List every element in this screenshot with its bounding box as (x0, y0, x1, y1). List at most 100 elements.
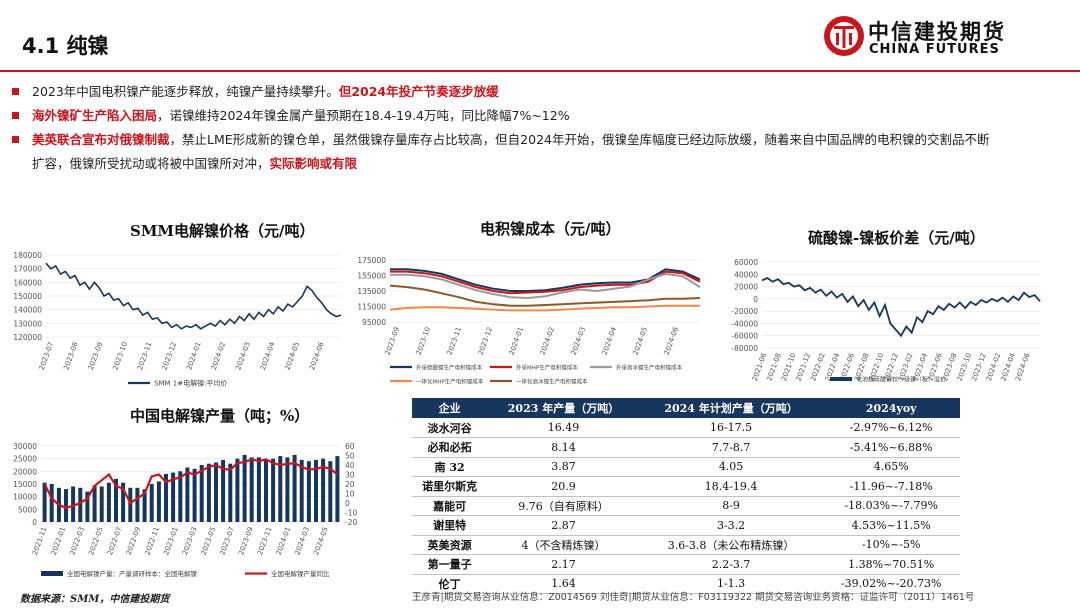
table-cell: 9.76（自有原料） (487, 496, 640, 516)
table-header-row: 企业 2023 年产量（万吨） 2024 年计划产量（万吨） 2024yoy (412, 398, 960, 418)
bar (156, 481, 161, 522)
table-cell: 1-1.3 (639, 574, 823, 594)
bar (235, 458, 240, 522)
bullet-1-highlight: 但2024年投产节奏逐步放缓 (338, 84, 499, 99)
y-right-tick-label: 30 (345, 471, 355, 480)
x-tick-label: 2023-09 (87, 341, 105, 371)
y-tick-label: -80000 (731, 344, 758, 353)
bar (135, 487, 140, 522)
x-tick-label: 2024-02 (539, 326, 557, 356)
table-cell: 4.65% (822, 457, 960, 477)
bullet-3-highlight: 美英联合宣布对俄镍制裁 (32, 132, 170, 147)
y-tick-label: 0 (753, 295, 758, 304)
bar (278, 456, 283, 522)
nickel-price-chart: 180000 170000 160000 150000 140000 130000 1200… (13, 251, 342, 388)
table-cell: 3.6-3.8（未公布精炼镍） (639, 535, 823, 555)
bar (214, 462, 218, 522)
y-tick-label: 15000 (13, 480, 37, 489)
x-tick-label: 2024-04 (259, 340, 277, 371)
legend-label: 电池级硫酸镍较一级镍（板）溢价 (856, 376, 946, 384)
table-cell: 7.7-8.7 (639, 437, 823, 458)
company-name: 必和必拓 (412, 437, 488, 458)
company-name: 淡水河谷 (412, 418, 488, 438)
bar (85, 491, 90, 522)
bar (335, 456, 340, 522)
y-tick-label: 10000 (13, 493, 37, 502)
bar (192, 468, 197, 522)
table-header: 2023 年产量（万吨） (487, 398, 640, 418)
bar (328, 461, 333, 522)
bar (128, 487, 133, 522)
x-tick-label: 2024-01 (508, 326, 526, 356)
bullet-1: 2023年中国电积镍产能逐步释放，纯镍产量持续攀升。但2024年投产节奏逐步放缓 (10, 80, 1070, 104)
chart-title-sulfate-spread: 硫酸镍-镍板价差（元/吨） (808, 229, 985, 247)
x-tick-label: 2022-01 (50, 526, 68, 556)
table-header: 2024yoy (822, 398, 960, 418)
bar (78, 487, 83, 522)
x-tick-label: 2022-09 (125, 526, 143, 556)
x-tick-label: 2024-06 (308, 340, 326, 371)
table-cell: -11.96~-7.18% (822, 476, 960, 497)
x-tick-label: 2023-07 (38, 341, 56, 371)
y-tick-label: 150000 (13, 292, 42, 301)
bar (299, 459, 304, 522)
header: 4.1 纯镍 中信建投期货 CHINA FUTURES (0, 0, 1080, 70)
y-tick-label: 20000 (13, 467, 37, 476)
bar (314, 459, 318, 522)
legend-swatch (41, 571, 63, 576)
table-cell: 1.38%~70.51% (822, 554, 960, 575)
legend-label: 外采硫酸镍生产电积镍成本 (416, 364, 483, 372)
legend-label: 全国电解镍产量：产量调研样本：全国电解镍 (67, 569, 198, 578)
y-tick-label: -40000 (731, 319, 758, 328)
bullet-3: 美英联合宣布对俄镍制裁，禁止LME形成新的镍仓单，虽然俄镍存量库存占比较高，但自… (10, 128, 1070, 152)
header-rule (0, 70, 1080, 72)
x-tick-label: 2023-11 (136, 341, 154, 371)
logo-text-cn: 中信建投期货 (868, 20, 1006, 44)
y-tick-label: 0 (32, 518, 37, 527)
bar (171, 472, 176, 522)
x-tick-label: 2023-08 (62, 341, 80, 371)
x-tick-label: 2024-04 (601, 325, 619, 356)
table-cell: -10%~-5% (822, 535, 960, 555)
table-cell: 2.2-3.7 (639, 554, 823, 575)
x-tick-label: 2024-03 (570, 326, 588, 356)
table-row: 淡水河谷 16.49 16-17.5 -2.97%~6.12% (412, 418, 960, 438)
table-row: 诺里尔斯克 20.9 18.4-19.4 -11.96~-7.18% (412, 476, 960, 497)
table-cell: -5.41%~6.88% (822, 437, 960, 458)
logo-text-en: CHINA FUTURES (869, 42, 1000, 57)
y-right-tick-label: 60 (345, 442, 355, 451)
table-cell: 4（不含精炼镍） (487, 535, 640, 555)
x-tick-label: 2023-09 (237, 526, 255, 556)
table-cell: 2.87 (487, 515, 640, 536)
table-cell: -2.97%~6.12% (822, 418, 960, 438)
series-line (390, 272, 701, 300)
x-tick-label: 2024-05 (312, 526, 330, 556)
x-tick-label: 2024-01 (275, 526, 293, 556)
production-chart: 3000025000200001500010000500006050403020… (13, 442, 357, 578)
x-tick-label: 2024-06 (663, 325, 681, 356)
chart-title-nickel-price: SMM电解镍价格（元/吨） (130, 222, 315, 240)
bullet-2-highlight: 海外镍矿生产陷入困局 (32, 108, 158, 123)
table-row: 南 32 3.87 4.05 4.65% (412, 457, 960, 477)
table-cell: 4.53%~11.5% (822, 515, 960, 536)
bullet-2-text: ，诺镍维持2024年镍金属产量预期在18.4-19.4万吨，同比降幅7%~12% (157, 108, 570, 123)
company-name: 英美资源 (412, 535, 488, 555)
bar (114, 478, 118, 522)
company-name: 嘉能可 (412, 496, 488, 516)
table-cell: 8.14 (487, 437, 640, 458)
table-row: 伦丁 1.64 1-1.3 -39.02%~-20.73% (412, 574, 960, 594)
bar (178, 471, 183, 522)
y-tick-label: 25000 (13, 455, 37, 464)
y-tick-label: 5000 (18, 505, 37, 514)
legend-label: 一体化MHP生产电积镍成本 (416, 378, 484, 386)
chart-title-electrowon-cost: 电积镍成本（元/吨） (480, 220, 621, 238)
bar (121, 482, 126, 522)
y-tick-label: 135000 (357, 287, 386, 296)
series-line (761, 276, 1041, 338)
x-tick-label: 2023-03 (181, 526, 199, 556)
y-tick-label: 95000 (362, 318, 386, 327)
table-cell: 8-9 (639, 496, 823, 516)
legend-label: 外采高冰镍生产电积镍成本 (616, 364, 683, 372)
bar (106, 482, 111, 522)
y-tick-label: 40000 (734, 270, 758, 279)
